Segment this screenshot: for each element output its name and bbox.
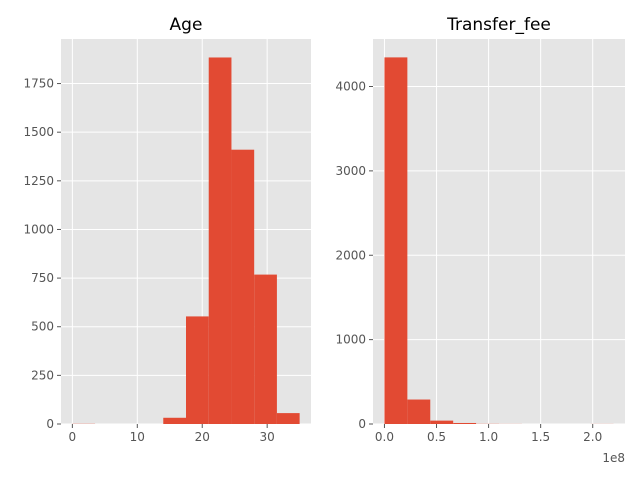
transfer-fee-x-tick-label: 1.5 — [531, 430, 550, 444]
transfer-fee-bar — [430, 420, 454, 424]
age-bar — [254, 274, 277, 424]
age-x-tick-label: 10 — [130, 430, 145, 444]
age-histogram: 0 10 20 30 0 250 500 750 1000 1250 1500 1750 Age — [23, 15, 311, 444]
transfer-fee-bar — [453, 422, 477, 424]
transfer-fee-y-tick-label: 1000 — [335, 333, 366, 347]
age-y-tick-label: 0 — [46, 417, 54, 431]
age-bar — [208, 57, 232, 424]
age-bar — [186, 316, 209, 424]
transfer-fee-bar — [407, 399, 431, 424]
age-y-tick-label: 1500 — [23, 125, 54, 139]
age-x-tick-label: 0 — [69, 430, 77, 444]
transfer-fee-plot-area — [373, 39, 625, 424]
transfer-fee-x-tick-label: 0.5 — [427, 430, 446, 444]
age-y-tick-label: 1750 — [23, 77, 54, 91]
transfer-fee-offset-text: 1e8 — [602, 451, 625, 465]
transfer-fee-x-tick-label: 0.0 — [375, 430, 394, 444]
age-x-tick-label: 20 — [195, 430, 210, 444]
age-bars — [72, 57, 300, 424]
age-y-tick-label: 1000 — [23, 222, 54, 236]
transfer-fee-y-tick-label: 4000 — [335, 80, 366, 94]
transfer-fee-histogram: 0.0 0.5 1.0 1.5 2.0 0 1000 2000 3000 4000 Transfe… — [335, 15, 625, 465]
transfer-fee-x-tick-label: 1.0 — [479, 430, 498, 444]
age-chart-title: Age — [170, 15, 203, 35]
age-x-tick-label: 30 — [260, 430, 275, 444]
transfer-fee-y-tick-label: 3000 — [335, 164, 366, 178]
age-y-tick-label: 1250 — [23, 174, 54, 188]
age-y-tick-label: 500 — [31, 320, 54, 334]
transfer-fee-bars — [384, 57, 614, 424]
transfer-fee-tick-labels: 0.0 0.5 1.0 1.5 2.0 0 1000 2000 3000 4000 — [335, 80, 602, 444]
age-bar — [163, 417, 186, 424]
transfer-fee-y-tick-label: 0 — [358, 417, 366, 431]
transfer-fee-x-tick-label: 2.0 — [583, 430, 602, 444]
age-y-tick-label: 750 — [31, 271, 54, 285]
age-bar — [276, 413, 300, 424]
transfer-fee-y-tick-label: 2000 — [335, 248, 366, 262]
transfer-fee-chart-title: Transfer_fee — [446, 15, 551, 35]
age-gridlines — [61, 39, 311, 425]
age-tick-labels: 0 10 20 30 0 250 500 750 1000 1250 1500 1750 — [23, 77, 274, 444]
age-y-tick-label: 250 — [31, 368, 54, 382]
transfer-fee-bar — [384, 57, 408, 424]
age-bar — [231, 149, 255, 424]
